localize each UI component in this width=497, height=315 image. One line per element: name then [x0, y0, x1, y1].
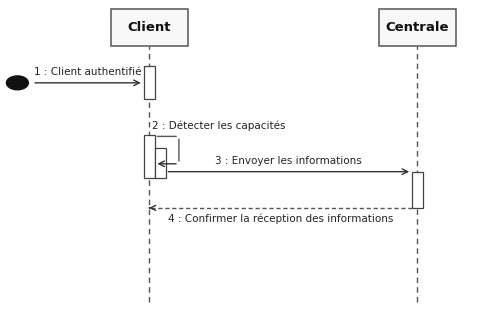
Bar [110, 9, 187, 46]
Bar [412, 172, 423, 208]
Text: Client: Client [127, 21, 171, 34]
Circle shape [6, 76, 28, 90]
Bar [144, 66, 155, 99]
Bar [144, 135, 155, 178]
Text: 2 : Détecter les capacités: 2 : Détecter les capacités [152, 120, 286, 131]
Text: 4 : Confirmer la réception des informations: 4 : Confirmer la réception des informati… [168, 214, 393, 224]
Text: 3 : Envoyer les informations: 3 : Envoyer les informations [215, 156, 362, 166]
Bar [155, 148, 166, 178]
Text: Centrale: Centrale [386, 21, 449, 34]
Text: 1 : Client authentifié: 1 : Client authentifié [34, 67, 142, 77]
Bar [379, 9, 456, 46]
